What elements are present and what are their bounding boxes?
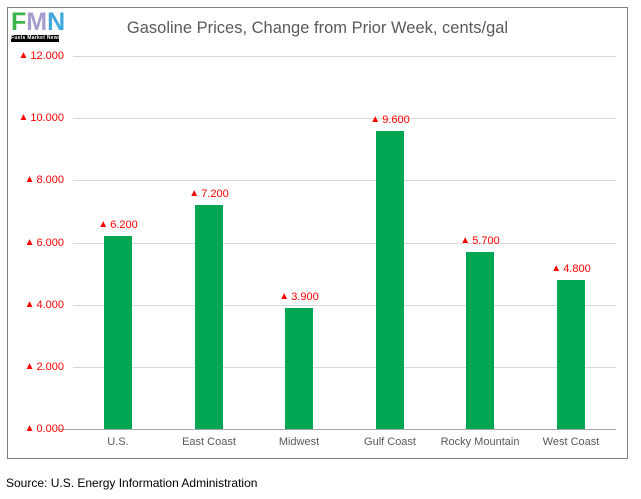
gridline [73, 56, 616, 57]
up-triangle-icon: ▲ [24, 423, 35, 434]
up-triangle-icon: ▲ [24, 174, 35, 185]
chart-title: Gasoline Prices, Change from Prior Week,… [126, 19, 509, 37]
category-label: East Coast [182, 436, 236, 448]
y-axis-tick-label: ▲ 4.000 [8, 298, 64, 312]
category-label: Gulf Coast [364, 436, 416, 448]
y-axis-tick-label: ▲ 6.000 [8, 236, 64, 250]
y-tick-value: 4.000 [36, 299, 64, 311]
up-triangle-icon: ▲ [551, 263, 562, 274]
y-tick-value: 6.000 [36, 237, 64, 249]
bar-value-label: ▲ 6.200 [98, 219, 137, 231]
y-axis-tick-label: ▲ 8.000 [8, 173, 64, 187]
y-tick-value: 10.000 [30, 112, 64, 124]
gridline [73, 180, 616, 181]
x-axis-line [59, 429, 616, 430]
y-tick-value: 12.000 [30, 50, 64, 62]
y-tick-value: 2.000 [36, 361, 64, 373]
bar-value-label: ▲ 9.600 [370, 114, 409, 126]
up-triangle-icon: ▲ [370, 114, 381, 125]
bar-value-label: ▲ 7.200 [189, 188, 228, 200]
y-axis-tick-label: ▲ 10.000 [8, 111, 64, 125]
category-label: West Coast [542, 436, 600, 448]
logo-letter-f: F [11, 8, 27, 36]
up-triangle-icon: ▲ [18, 50, 29, 61]
bar [285, 308, 313, 429]
up-triangle-icon: ▲ [24, 299, 35, 310]
bar-value: 4.800 [563, 263, 591, 275]
gridline [73, 305, 616, 306]
bar-value: 3.900 [291, 291, 319, 303]
bar-value-label: ▲ 5.700 [460, 235, 499, 247]
category-label: Rocky Mountain [440, 436, 520, 448]
fmn-logo-tagline: Fuels Market News [11, 35, 59, 42]
up-triangle-icon: ▲ [189, 188, 200, 199]
y-axis-tick-label: ▲ 12.000 [8, 49, 64, 63]
bar [195, 205, 223, 429]
gridline [73, 118, 616, 119]
bar [104, 236, 132, 429]
bar-value: 6.200 [110, 219, 138, 231]
category-label: U.S. [107, 436, 129, 448]
y-axis-tick-label: ▲ 0.000 [8, 422, 64, 436]
bar [376, 131, 404, 429]
logo-letter-m: M [26, 8, 48, 36]
gridline [73, 243, 616, 244]
logo-letter-n: N [47, 8, 66, 36]
up-triangle-icon: ▲ [24, 237, 35, 248]
bar [557, 280, 585, 429]
up-triangle-icon: ▲ [18, 112, 29, 123]
fmn-logo: F M N Fuels Market News [11, 8, 65, 42]
bar-value: 9.600 [382, 114, 410, 126]
bar [466, 252, 494, 429]
y-tick-value: 8.000 [36, 174, 64, 186]
y-tick-value: 0.000 [36, 423, 64, 435]
fmn-logo-letters: F M N [11, 8, 65, 36]
chart-container: F M N Fuels Market News Gasoline Prices,… [7, 7, 628, 459]
up-triangle-icon: ▲ [98, 219, 109, 230]
category-label: Midwest [278, 436, 320, 448]
up-triangle-icon: ▲ [24, 361, 35, 372]
bar-value-label: ▲ 3.900 [279, 291, 318, 303]
source-note: Source: U.S. Energy Information Administ… [6, 476, 258, 490]
up-triangle-icon: ▲ [460, 235, 471, 246]
bar-value: 5.700 [472, 235, 500, 247]
up-triangle-icon: ▲ [279, 291, 290, 302]
bar-value: 7.200 [201, 188, 229, 200]
gridline [73, 367, 616, 368]
y-axis-tick-label: ▲ 2.000 [8, 360, 64, 374]
bar-value-label: ▲ 4.800 [551, 263, 590, 275]
